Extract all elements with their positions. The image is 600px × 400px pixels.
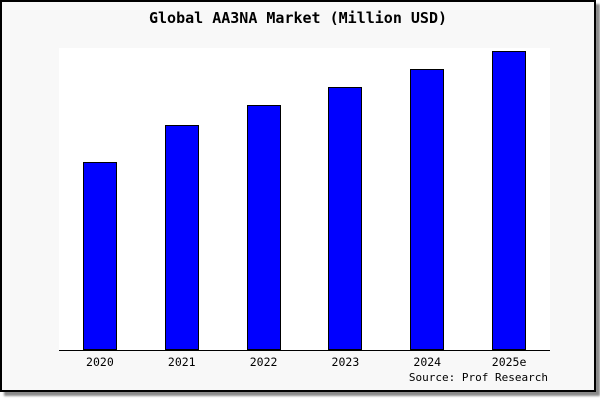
chart-title: Global AA3NA Market (Million USD) <box>148 9 447 27</box>
x-tick-label-2023: 2023 <box>331 355 360 369</box>
x-tick-label-2021: 2021 <box>167 355 196 369</box>
x-tick-label-2025e: 2025e <box>491 355 527 369</box>
bar-2024 <box>410 69 445 350</box>
source-note: Source: Prof Research <box>408 371 548 384</box>
bar-2021 <box>164 125 199 350</box>
bar-2023 <box>328 87 363 350</box>
bar-2020 <box>82 162 117 350</box>
bar-2022 <box>246 105 281 350</box>
x-tick-label-2020: 2020 <box>86 355 114 369</box>
chart-panel: Global AA3NA Market (Million USD) 2020 20… <box>0 0 596 392</box>
x-tick-label-2024: 2024 <box>413 355 442 369</box>
bar-2025e <box>492 51 527 350</box>
x-tick-label-2022: 2022 <box>249 355 278 369</box>
plot-area <box>59 48 550 351</box>
